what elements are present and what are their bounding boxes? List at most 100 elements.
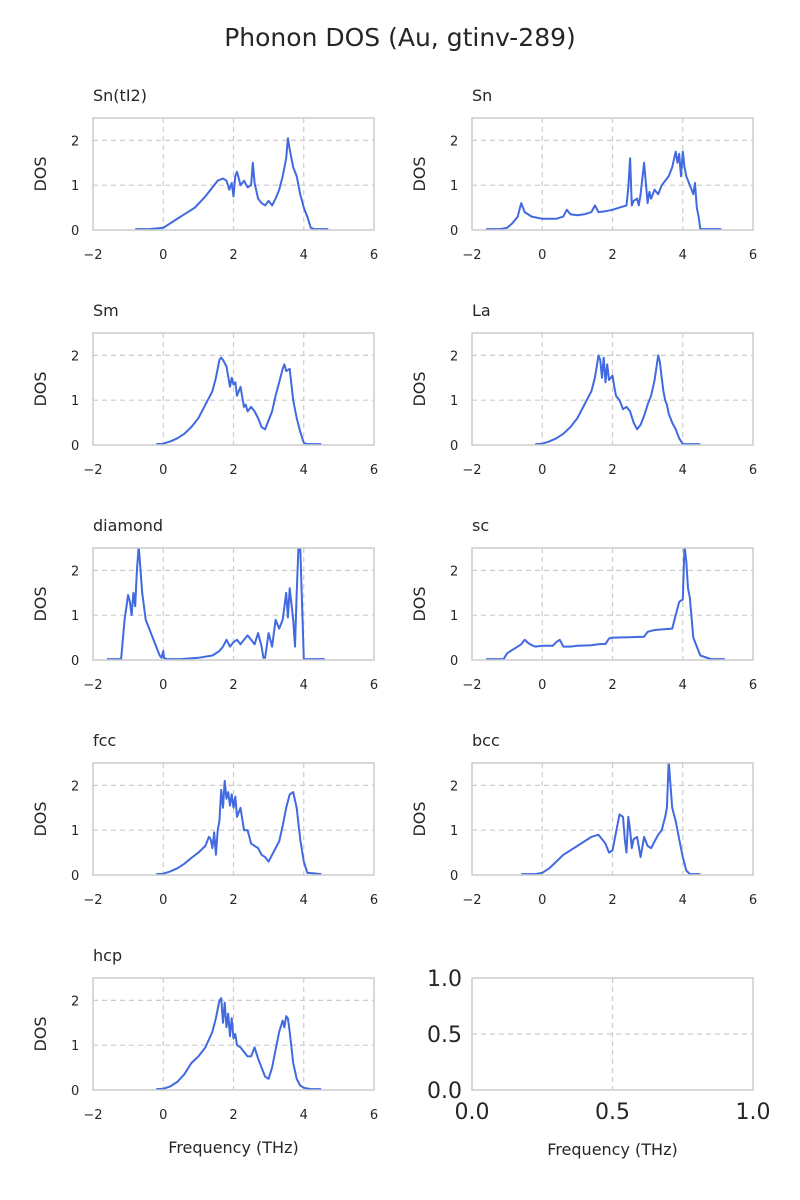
dos-series-line: [535, 354, 701, 445]
x-tick-label: 6: [370, 248, 378, 263]
y-tick-label: 0: [450, 869, 458, 884]
y-tick-label: 1: [450, 179, 458, 194]
x-tick-label: 2: [229, 678, 237, 693]
x-tick-label: 4: [679, 248, 687, 263]
y-tick-label: 2: [71, 994, 79, 1009]
x-tick-label: 0: [538, 678, 546, 693]
panel-bcc: −2 0 2 4 6 0 1 2 bcc DOS: [410, 731, 757, 908]
panel-title: fcc: [93, 731, 116, 750]
y-tick-label: 2: [450, 564, 458, 579]
plot-frame: [471, 762, 754, 876]
x-tick-label: 0: [538, 248, 546, 263]
x-tick-label: −2: [83, 678, 102, 693]
x-tick-label: 0: [538, 893, 546, 908]
plot-frame: [92, 762, 375, 876]
x-tick-label: 0: [159, 893, 167, 908]
dos-series-line: [156, 779, 322, 875]
x-tick-label: 2: [608, 463, 616, 478]
y-tick-label: 1: [450, 609, 458, 624]
x-tick-label: −2: [83, 1108, 102, 1123]
x-tick-label: 6: [749, 463, 757, 478]
y-tick-label: 2: [450, 134, 458, 149]
y-axis-label: DOS: [410, 801, 429, 836]
x-tick-label: −2: [462, 248, 481, 263]
y-tick-label: 1: [71, 394, 79, 409]
y-tick-label: 0: [450, 654, 458, 669]
x-tick-label: 4: [679, 893, 687, 908]
x-tick-label: 2: [608, 248, 616, 263]
y-tick-label: 1: [71, 1039, 79, 1054]
y-tick-label: 0: [71, 654, 79, 669]
y-axis-label: DOS: [410, 371, 429, 406]
y-tick-label: 0.5: [427, 1023, 462, 1048]
x-tick-label: 4: [300, 248, 308, 263]
x-tick-label: 2: [608, 678, 616, 693]
x-tick-label: 4: [679, 678, 687, 693]
panel-sc: −2 0 2 4 6 0 1 2 sc DOS: [410, 516, 757, 693]
x-tick-label: −2: [83, 893, 102, 908]
dos-series-line: [156, 997, 322, 1090]
y-axis-label: DOS: [410, 586, 429, 621]
y-tick-label: 1: [71, 179, 79, 194]
y-tick-label: 0.0: [427, 1079, 462, 1104]
plot-frame: [471, 977, 754, 1091]
plot-frame: [92, 117, 375, 231]
panel-sn: −2 0 2 4 6 0 1 2 Sn DOS: [410, 86, 757, 263]
y-axis-label: DOS: [31, 586, 50, 621]
x-tick-label: 0.0: [455, 1100, 490, 1125]
y-tick-label: 0: [71, 224, 79, 239]
x-tick-label: 0: [159, 248, 167, 263]
x-tick-label: 6: [749, 248, 757, 263]
x-tick-label: 2: [229, 893, 237, 908]
y-tick-label: 0: [450, 439, 458, 454]
panel-sm: −2 0 2 4 6 0 1 2 Sm DOS: [31, 301, 378, 478]
dos-series-line: [107, 548, 325, 660]
y-tick-label: 1: [71, 824, 79, 839]
panel-title: Sn(tI2): [93, 86, 147, 105]
plot-frame: [471, 117, 754, 231]
y-axis-label: DOS: [31, 371, 50, 406]
x-tick-label: 4: [300, 678, 308, 693]
x-tick-label: 6: [370, 1108, 378, 1123]
panel-title: sc: [472, 516, 489, 535]
dos-series-line: [521, 763, 701, 875]
y-tick-label: 2: [71, 564, 79, 579]
x-tick-label: −2: [462, 463, 481, 478]
y-tick-label: 1.0: [427, 967, 462, 992]
y-axis-label: DOS: [31, 1016, 50, 1051]
panel-title: La: [472, 301, 491, 320]
y-tick-label: 2: [450, 779, 458, 794]
panel-sn-ti2: −2 0 2 4 6 0 1 2 Sn(tI2) DOS: [31, 86, 378, 263]
x-tick-label: 2: [608, 893, 616, 908]
x-tick-label: 6: [749, 678, 757, 693]
plot-frame: [471, 547, 754, 661]
panel-title: bcc: [472, 731, 500, 750]
y-axis-label: DOS: [31, 156, 50, 191]
y-axis-label: DOS: [410, 156, 429, 191]
panel-empty: 0.0 0.5 1.0 0.0 0.5 1.0 Frequency (THz): [427, 967, 771, 1159]
panel-title: Sm: [93, 301, 119, 320]
x-tick-label: 0.5: [595, 1100, 630, 1125]
x-tick-label: −2: [83, 463, 102, 478]
x-tick-label: −2: [462, 893, 481, 908]
y-axis-label: DOS: [31, 801, 50, 836]
panel-title: diamond: [93, 516, 163, 535]
panel-fcc: −2 0 2 4 6 0 1 2 fcc DOS: [31, 731, 378, 908]
x-tick-label: 4: [300, 463, 308, 478]
y-tick-label: 1: [450, 824, 458, 839]
dos-series-line: [486, 150, 722, 230]
x-tick-label: 6: [370, 463, 378, 478]
x-tick-label: 0: [159, 678, 167, 693]
x-tick-label: 1.0: [736, 1100, 771, 1125]
x-tick-label: 0: [159, 1108, 167, 1123]
y-tick-label: 0: [71, 869, 79, 884]
panel-title: hcp: [93, 946, 122, 965]
x-tick-label: 6: [749, 893, 757, 908]
panel-la: −2 0 2 4 6 0 1 2 La DOS: [410, 301, 757, 478]
x-tick-label: 0: [159, 463, 167, 478]
x-tick-label: 2: [229, 248, 237, 263]
x-tick-label: −2: [83, 248, 102, 263]
y-tick-label: 2: [71, 349, 79, 364]
dos-series-line: [486, 548, 725, 660]
